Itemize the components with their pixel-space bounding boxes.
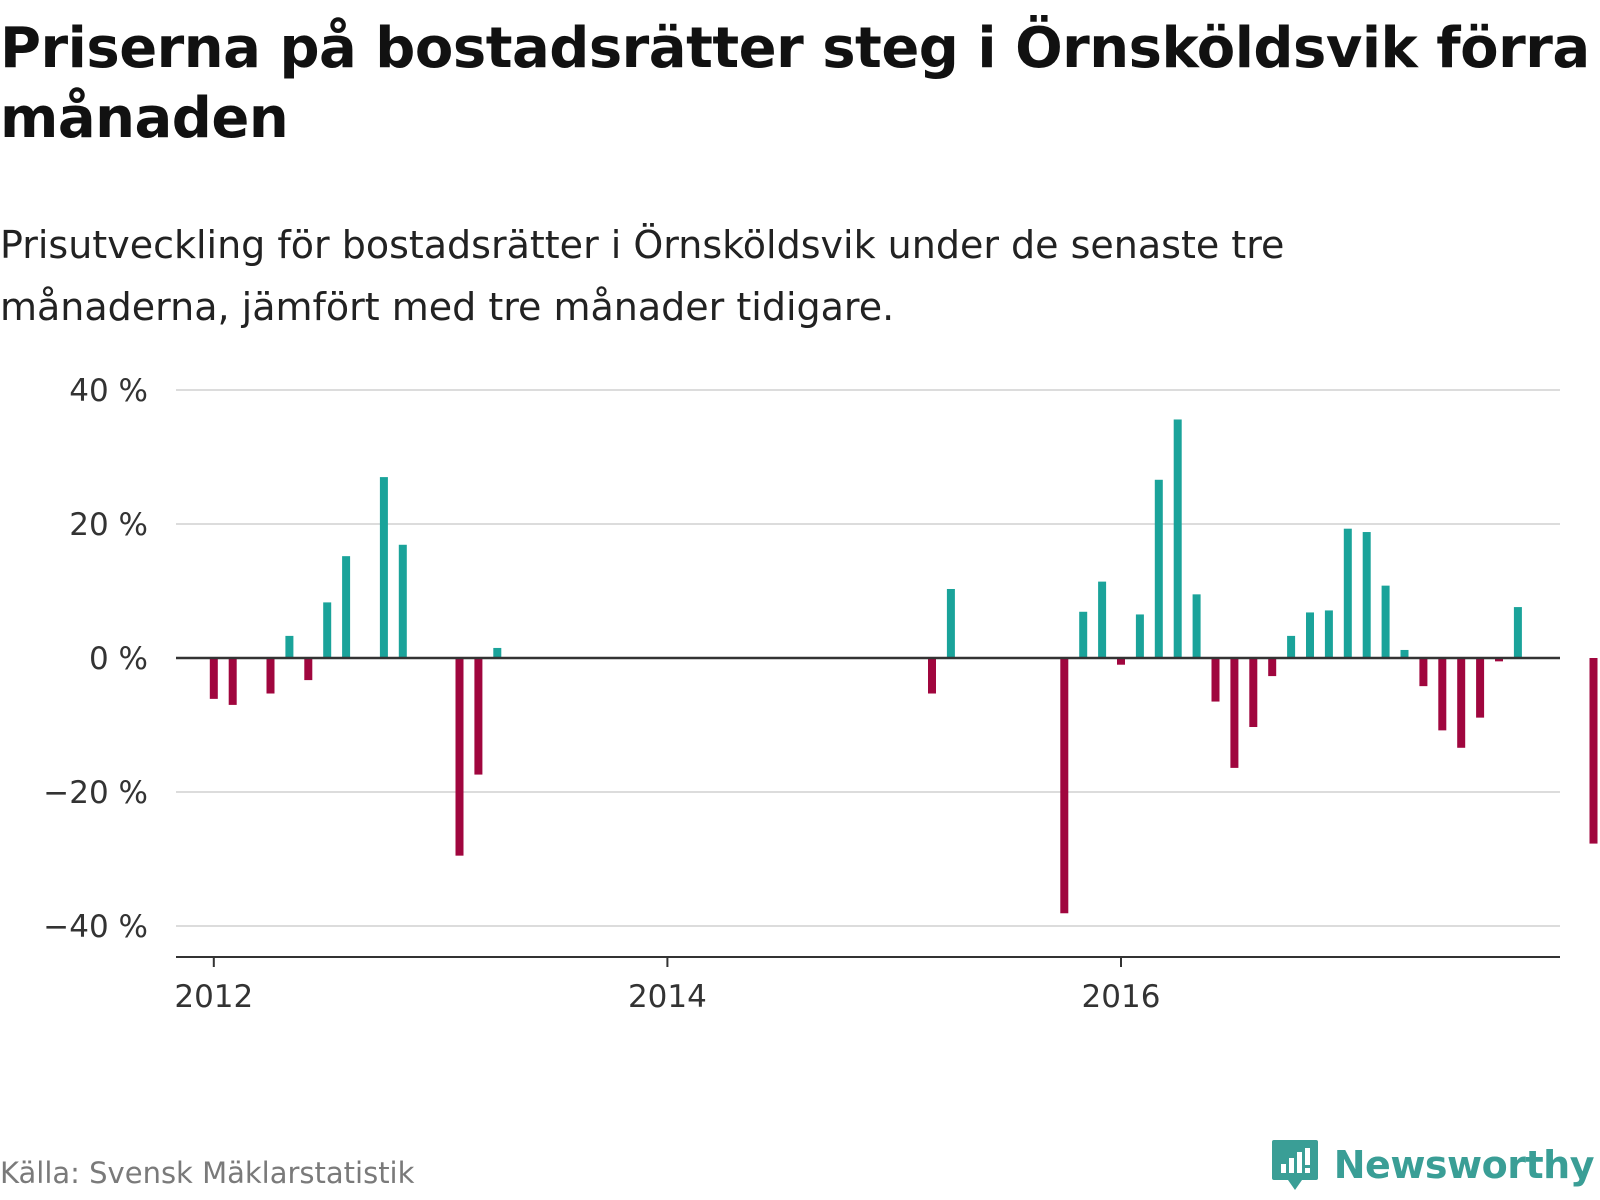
bar: [1287, 635, 1296, 658]
bar: [1513, 607, 1522, 658]
bar: [1419, 658, 1428, 687]
bar: [1268, 658, 1277, 677]
bar: [1249, 658, 1258, 728]
x-tick-label: 2014: [628, 979, 707, 1015]
bar: [1173, 419, 1182, 658]
bar: [398, 544, 407, 658]
bar: [304, 658, 313, 681]
bar: [1476, 658, 1485, 718]
bar: [474, 658, 483, 775]
brand-logo: Newsworthy: [1270, 1138, 1595, 1192]
bar: [1457, 658, 1466, 748]
bar: [266, 658, 275, 694]
brand-name: Newsworthy: [1333, 1143, 1595, 1187]
y-tick-label: −40 %: [43, 909, 148, 945]
bar: [379, 477, 388, 658]
x-axis-ticks: 201220142016201920212023: [174, 957, 1161, 1015]
bar: [1589, 658, 1598, 844]
bar: [1381, 585, 1390, 658]
y-tick-label: 0 %: [89, 641, 148, 677]
bar: [1324, 610, 1333, 658]
y-tick-label: −20 %: [43, 775, 148, 811]
chart-title: Priserna på bostadsrätter steg i Örnsköl…: [0, 16, 1590, 151]
source-note: Källa: Svensk Mäklarstatistik: [0, 1156, 415, 1190]
bar: [1060, 658, 1069, 914]
x-tick-label: 2012: [174, 979, 253, 1015]
bar: [928, 658, 936, 694]
bar: [946, 588, 955, 658]
bar: [1230, 658, 1239, 768]
bar: [1495, 658, 1503, 662]
bar: [342, 556, 351, 658]
bar: [1117, 658, 1125, 665]
y-tick-label: 20 %: [69, 507, 148, 543]
grid-lines: [176, 389, 1560, 927]
bar: [1362, 532, 1371, 658]
bar: [455, 658, 464, 856]
bar: [1400, 649, 1409, 658]
bar: [1343, 528, 1352, 658]
bar: [1211, 658, 1220, 702]
bar: [1306, 612, 1314, 658]
bar: [1135, 614, 1144, 658]
bar: [493, 647, 502, 658]
bar: [1192, 594, 1201, 658]
bar: [1438, 658, 1447, 731]
bar: [323, 602, 332, 658]
y-axis-tick-labels: 40 % 20 % 0 % −20 % −40 %: [43, 373, 148, 945]
bar: [1079, 611, 1088, 658]
bar: [1154, 479, 1163, 658]
newsworthy-logo-icon: [1271, 1140, 1318, 1190]
y-tick-label: 40 %: [69, 373, 148, 409]
bar-chart: 40 %20 %0 %−20 %−40 % 201220142016201920…: [43, 373, 1598, 1015]
bar: [209, 658, 218, 699]
x-tick-label: 2016: [1082, 979, 1161, 1015]
chart-subtitle: Prisutveckling för bostadsrätter i Örnsk…: [0, 223, 1285, 329]
bar: [228, 658, 237, 705]
axes: [176, 656, 1560, 958]
bars: [209, 419, 1598, 914]
bar: [1098, 581, 1107, 658]
bar: [285, 635, 294, 658]
